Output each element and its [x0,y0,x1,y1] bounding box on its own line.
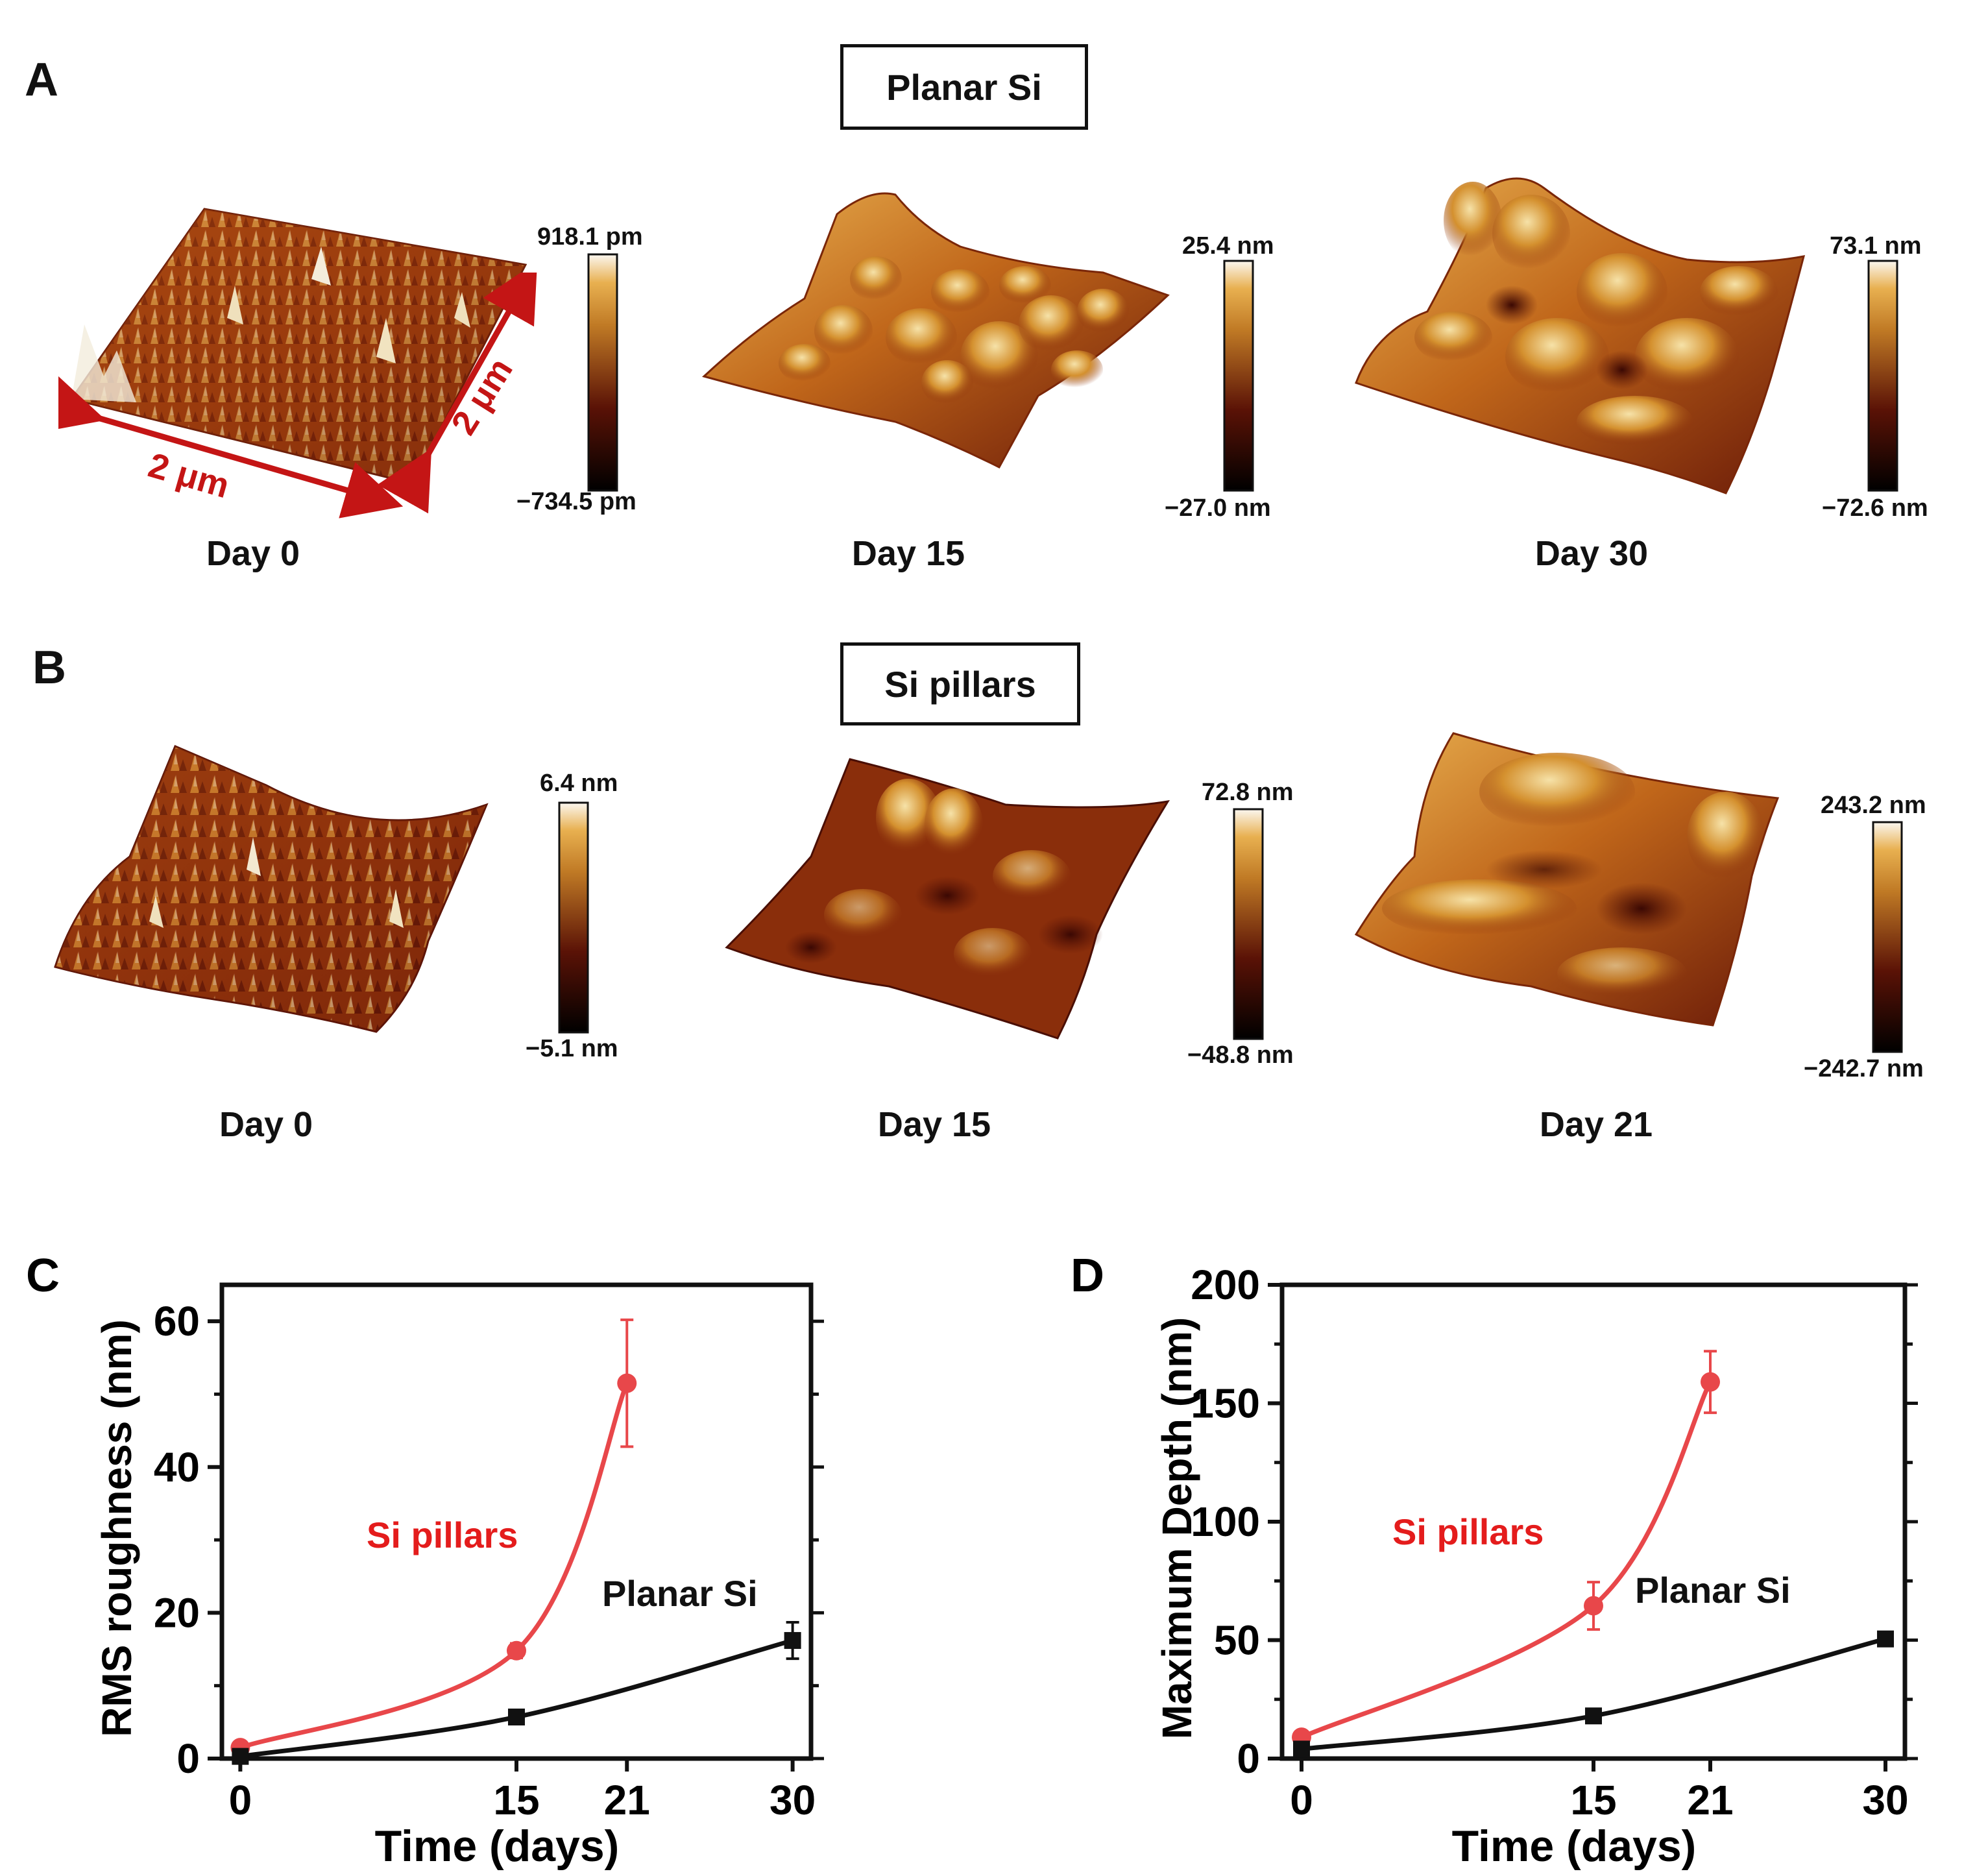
x-tick-label: 15 [1570,1777,1616,1823]
y-tick-label: 0 [1237,1735,1260,1782]
data-point-si-pillars [1701,1372,1720,1392]
colorbar-a-day0 [587,253,618,492]
colorbar-b-day21 [1872,821,1903,1053]
x-axis-label: Time (days) [1452,1821,1697,1871]
panel-b-title: Si pillars [840,642,1080,725]
data-point-si-pillars [507,1640,526,1661]
y-axis-label: Maximum Depth (nm) [1154,1317,1200,1740]
y-tick-label: 150 [1191,1380,1260,1427]
panel-a-title: Planar Si [840,44,1088,130]
day-label-a-15: Day 15 [851,534,965,573]
day-label-b-0: Day 0 [219,1105,313,1144]
colorbar-a-day0-min: −734.5 pm [516,488,636,515]
data-point-planar-si [232,1748,249,1765]
data-point-planar-si [1877,1630,1894,1648]
data-point-planar-si [1293,1740,1310,1758]
series-line-si-pillars [1300,1381,1713,1740]
panel-letter-d: D [1071,1250,1104,1302]
y-tick-label: 60 [154,1298,200,1345]
colorbar-b-day0 [558,801,589,1034]
data-point-si-pillars [1584,1596,1603,1616]
plot-frame [1279,1282,1908,1761]
y-tick-label: 100 [1191,1498,1260,1545]
y-tick-label: 20 [154,1589,200,1636]
panel-letter-a: A [25,54,58,106]
colorbar-b-day0-max: 6.4 nm [540,770,618,797]
colorbar-b-day15 [1233,808,1264,1040]
colorbar-a-day15-min: −27.0 nm [1165,494,1271,522]
x-tick-label: 30 [1862,1777,1908,1823]
afm-surface-b-day0 [54,745,489,1033]
colorbar-b-day21-min: −242.7 nm [1804,1055,1924,1082]
x-tick-label: 0 [1290,1777,1313,1823]
y-tick-label: 40 [154,1444,200,1491]
colorbar-b-day21-max: 243.2 nm [1821,792,1926,819]
colorbar-b-day0-min: −5.1 nm [526,1035,618,1062]
x-tick-label: 15 [493,1777,539,1823]
panel-letter-c: C [26,1250,60,1302]
day-label-a-0: Day 0 [206,534,300,573]
series-line-planar-si [1301,1637,1886,1751]
series-label-si-pillars: Si pillars [367,1515,518,1555]
x-tick-label: 21 [1687,1777,1733,1823]
x-tick-label: 21 [604,1777,650,1823]
afm-surface-a-day15 [702,192,1170,469]
y-tick-label: 0 [176,1735,200,1782]
y-tick-label: 200 [1191,1261,1260,1308]
x-axis-label: Time (days) [375,1821,620,1871]
data-point-si-pillars [617,1373,637,1393]
panel-letter-b: B [32,642,66,694]
day-label-b-21: Day 21 [1539,1105,1653,1144]
colorbar-a-day30 [1867,260,1898,492]
colorbar-a-day30-min: −72.6 nm [1822,494,1928,522]
day-label-b-15: Day 15 [877,1105,991,1144]
series-line-si-pillars [239,1382,629,1750]
x-tick-label: 0 [229,1777,252,1823]
x-tick-label: 30 [769,1777,816,1823]
colorbar-b-day15-max: 72.8 nm [1202,779,1294,806]
colorbar-a-day0-max: 918.1 pm [537,223,643,250]
colorbar-a-day30-max: 73.1 nm [1830,232,1922,260]
chart-d: D 0 50 100 150 200 0 15 21 30 Time (days) Maximum D… [1071,1250,1918,1871]
day-label-a-30: Day 30 [1534,534,1649,573]
data-point-planar-si [1585,1707,1602,1725]
colorbar-a-day15 [1223,260,1254,492]
afm-surface-b-day21 [1354,732,1780,1027]
afm-surface-a-day30 [1355,177,1806,494]
data-point-planar-si [508,1708,525,1725]
afm-surface-b-day15 [725,758,1170,1040]
colorbar-a-day15-max: 25.4 nm [1182,232,1274,260]
scale-arrows [58,273,538,518]
series-label-planar-si: Planar Si [1635,1570,1791,1611]
chart-c: C 0 20 40 60 0 15 21 30 Time (days) RMS roughness … [26,1250,824,1871]
y-axis-label: RMS roughness (nm) [93,1319,140,1737]
data-point-planar-si [784,1632,801,1650]
series-label-si-pillars: Si pillars [1392,1511,1544,1552]
colorbar-b-day15-min: −48.8 nm [1187,1042,1294,1069]
series-label-planar-si: Planar Si [602,1573,758,1614]
y-tick-label: 50 [1214,1617,1260,1664]
